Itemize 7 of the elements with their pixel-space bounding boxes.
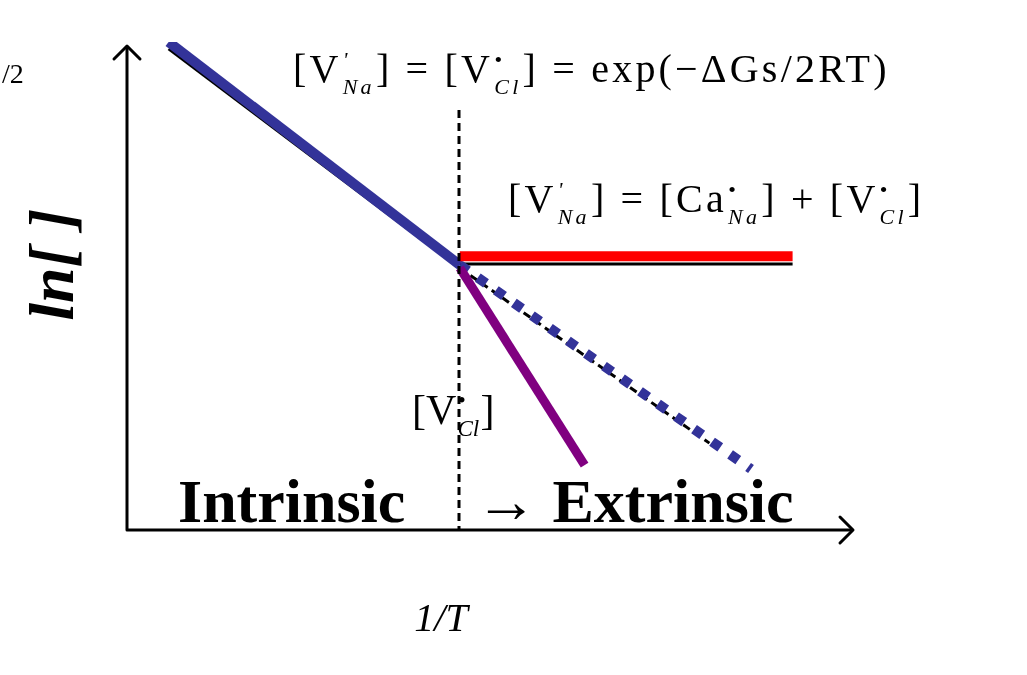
y-axis-title: ln[ ] [15,209,89,321]
annotation: → Extrinsic [475,466,794,537]
annotation: Intrinsic [178,466,406,537]
text: /2 [2,58,24,91]
annotation: [V$^{'}$$_{Na}$] = [V$^{•}$$_{Cl}$] = exp(−ΔGs/2RT) [293,46,890,101]
x-axis-title: 1/T [414,595,468,641]
text: [V$^{'}$$_{Na}$] = [Ca$^{•}$$_{Na}$] + [V$^{•}$$_{Cl}$] [508,176,925,229]
